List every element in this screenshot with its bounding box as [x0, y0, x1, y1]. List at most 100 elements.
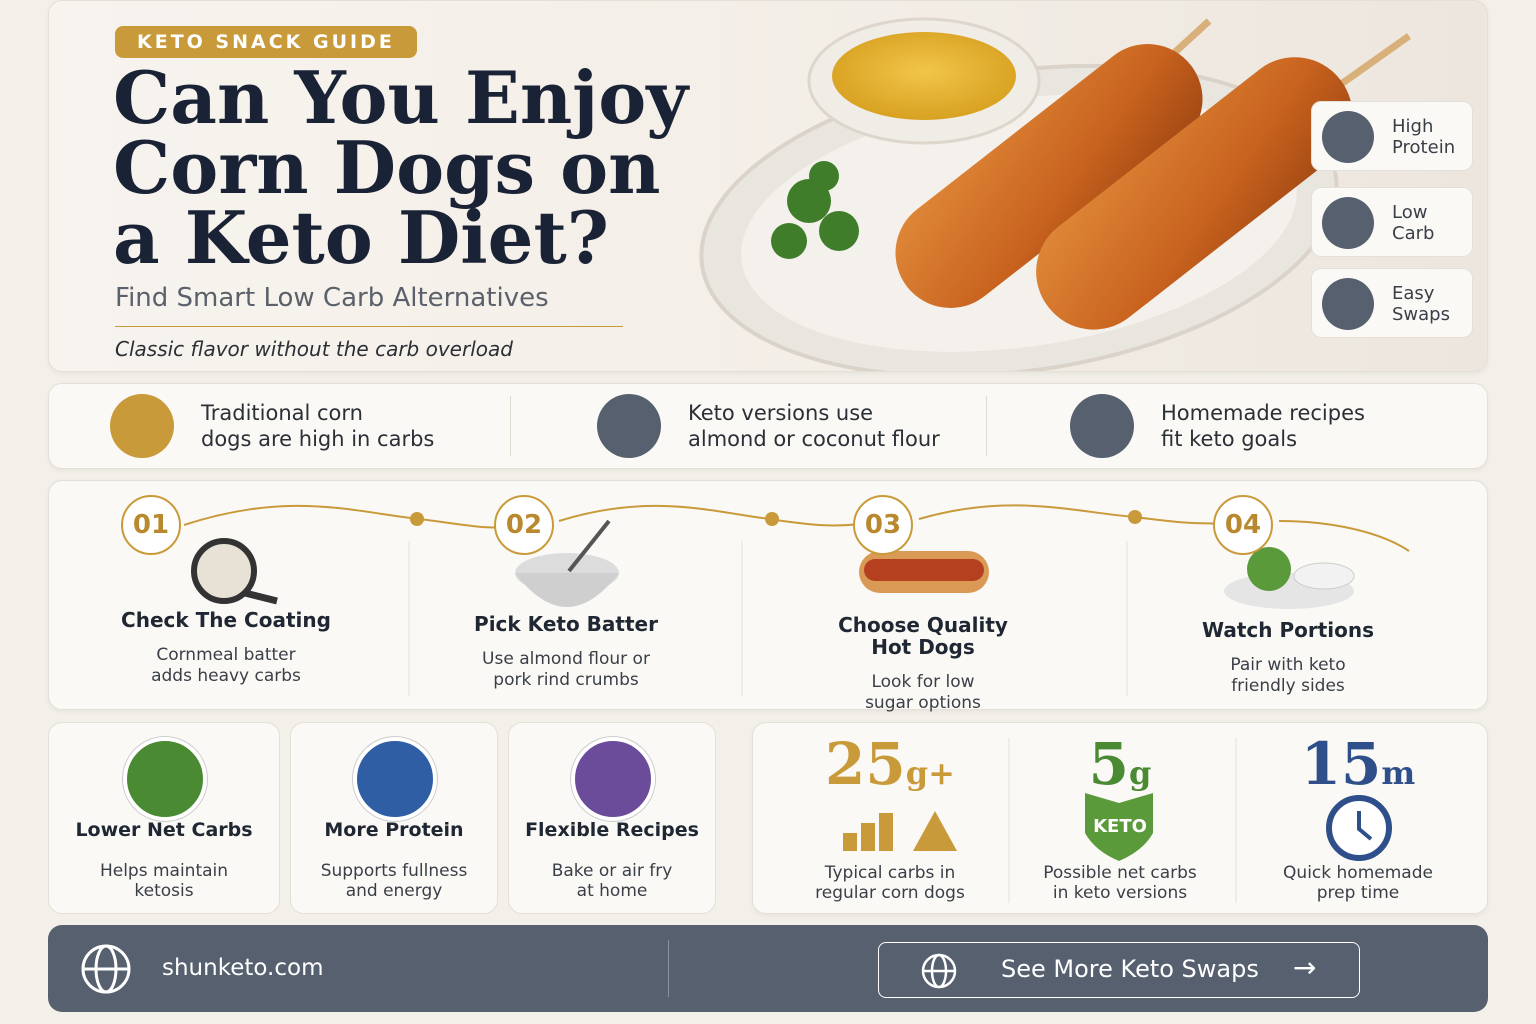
benefit-text-line: Supports fullness [320, 861, 468, 881]
step-text-line: adds heavy carbs [151, 666, 301, 686]
tagline: Classic flavor without the carb overload [115, 337, 513, 361]
benefit-card: Lower Net Carbs Helps maintain ketosis [48, 722, 280, 914]
fact-line: dogs are high in carbs [201, 427, 435, 451]
fact-line: Keto versions use [688, 401, 874, 425]
fact-icon [1070, 394, 1134, 458]
benefit-title: More Protein [324, 819, 464, 841]
tag-text: Easy Swaps [1392, 283, 1472, 327]
tag-icon [1322, 197, 1374, 249]
step-text-line: Cornmeal batter [156, 645, 296, 665]
stat-unit: g [1128, 754, 1152, 792]
benefit-text: Bake or air fry at home [509, 861, 715, 903]
step-title-line: Hot Dogs [871, 635, 975, 659]
step-text-line: Pair with keto [1230, 655, 1346, 675]
benefit-text-line: Bake or air fry [551, 861, 673, 881]
fact-text: Keto versions use almond or coconut flour [688, 400, 988, 451]
hero-illustration [699, 17, 1412, 371]
step-title-line: Pick Keto Batter [474, 612, 658, 636]
stat-unit: g+ [905, 754, 955, 792]
site-link[interactable]: shunketo.com [162, 955, 324, 981]
globe-icon [81, 944, 131, 994]
stat-number: 5 [1088, 730, 1129, 798]
tag-line: Carb [1392, 223, 1435, 244]
tag-line: High [1392, 116, 1434, 137]
benefit-text: Supports fullness and energy [291, 861, 497, 903]
step-text: Pair with keto friendly sides [1128, 655, 1448, 701]
footer-divider [668, 940, 669, 997]
divider [115, 326, 623, 327]
step-text-line: Use almond flour or [482, 649, 650, 669]
stat-icon-label: KETO [1093, 816, 1147, 837]
stat-value: 25g+ [760, 730, 1020, 798]
stat-number: 25 [825, 730, 906, 798]
subtitle: Find Smart Low Carb Alternatives [115, 283, 549, 313]
title: Can You Enjoy Corn Dogs on a Keto Diet? [113, 55, 689, 280]
tag-line: Easy [1392, 283, 1435, 304]
title-line: a Keto Diet? [113, 195, 609, 280]
tag: High Protein [1311, 101, 1473, 171]
title-line: Corn Dogs on [113, 125, 661, 210]
tag: Easy Swaps [1311, 268, 1473, 338]
step-text-line: sugar options [865, 693, 981, 713]
fact-line: fit keto goals [1161, 427, 1298, 451]
tag-text: Low Carb [1392, 202, 1472, 246]
benefit-title: Lower Net Carbs [75, 819, 253, 841]
benefit-card: Flexible Recipes Bake or air fry at home [508, 722, 716, 914]
stat-value: 15m [1228, 730, 1488, 798]
step-text: Use almond flour or pork rind crumbs [406, 649, 726, 695]
facts-card [48, 383, 1488, 469]
benefit-icon [571, 737, 655, 821]
cta-arrow: → [1293, 951, 1317, 984]
fact-icon [597, 394, 661, 458]
stat-text-line: Quick homemade [1283, 863, 1433, 883]
stat-text: Possible net carbs in keto versions [980, 863, 1260, 905]
benefit-card: More Protein Supports fullness and energy [290, 722, 498, 914]
fact-text: Homemade recipes fit keto goals [1161, 400, 1461, 451]
cta-button[interactable]: See More Keto Swaps → [878, 942, 1360, 998]
fact-divider [510, 396, 511, 456]
fact-line: Traditional corn [201, 401, 363, 425]
cta-label[interactable]: See More Keto Swaps [1001, 955, 1259, 983]
benefit-icon [123, 737, 207, 821]
tag: Low Carb [1311, 187, 1473, 257]
step-number: 04 [1213, 495, 1273, 555]
step-number: 01 [121, 495, 181, 555]
step-text-line: friendly sides [1231, 676, 1345, 696]
tag-line: Low [1392, 202, 1428, 223]
stat-text-line: prep time [1316, 883, 1400, 903]
benefit-text-line: ketosis [134, 881, 194, 901]
stat-text-line: Possible net carbs [1043, 863, 1197, 883]
hero-card: KETO SNACK GUIDE Can You Enjoy Corn Dogs… [48, 0, 1488, 372]
fact-divider [986, 396, 987, 456]
step-title: Pick Keto Batter [406, 613, 726, 635]
stat-text: Typical carbs in regular corn dogs [750, 863, 1030, 905]
step-text: Cornmeal batter adds heavy carbs [66, 645, 386, 691]
stat-unit: m [1381, 754, 1416, 792]
step-title: Watch Portions [1128, 619, 1448, 641]
title-line: Can You Enjoy [113, 55, 689, 140]
benefit-title: Flexible Recipes [525, 819, 699, 841]
footer: shunketo.com See More Keto Swaps → [48, 925, 1488, 1012]
step-number: 02 [494, 495, 554, 555]
stat-text-line: regular corn dogs [815, 883, 965, 903]
globe-icon [921, 953, 957, 989]
benefit-text: Helps maintain ketosis [49, 861, 279, 903]
steps-path [183, 504, 1410, 696]
step-title-line: Choose Quality [838, 613, 1008, 637]
stats-icons [843, 738, 1392, 903]
fact-line: almond or coconut flour [688, 427, 940, 451]
badge: KETO SNACK GUIDE [115, 26, 417, 58]
tag-icon [1322, 111, 1374, 163]
stat-text: Quick homemade prep time [1218, 863, 1498, 905]
stat-number: 15 [1300, 730, 1382, 798]
stat-text-line: Typical carbs in [824, 863, 956, 883]
tag-line: Protein [1392, 137, 1456, 158]
step-text-line: Look for low [871, 672, 975, 692]
tag-text: High Protein [1392, 116, 1472, 160]
stat-text-line: in keto versions [1052, 883, 1188, 903]
stat-value: 5g [990, 730, 1250, 798]
step-title: Choose Quality Hot Dogs [763, 614, 1083, 658]
step-title: Check The Coating [66, 609, 386, 631]
step-number: 03 [853, 495, 913, 555]
